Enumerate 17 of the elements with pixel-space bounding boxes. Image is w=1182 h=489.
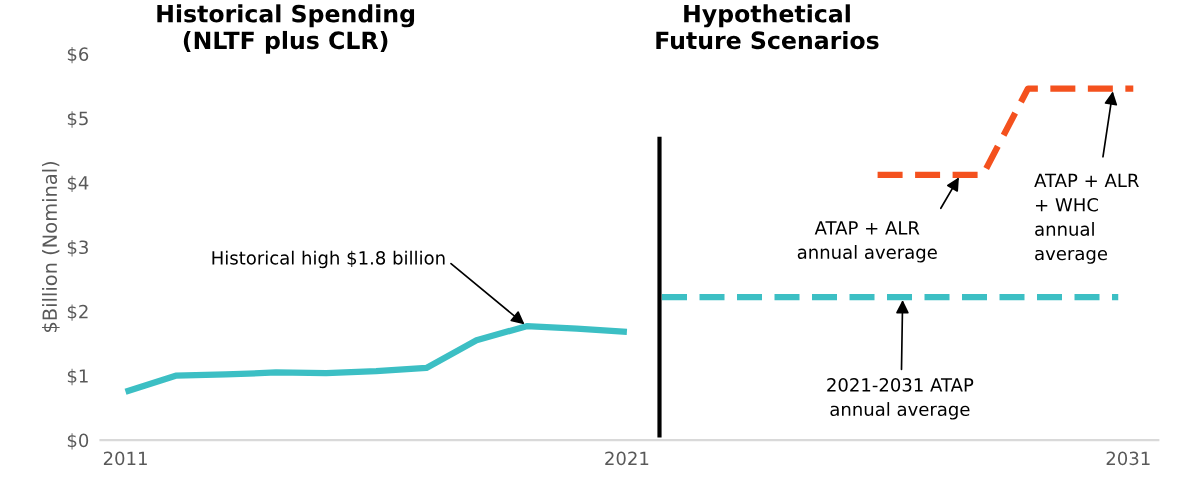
x-tick-label: 2031	[1106, 451, 1150, 466]
x-tick-label: 2021	[605, 451, 649, 466]
annotation: ATAP + ALR annual average	[797, 221, 937, 263]
y-tick-label: $5	[67, 111, 88, 128]
annotation: 2021-2031 ATAP annual average	[827, 378, 974, 420]
y-axis-title: $Billion (Nominal)	[42, 161, 60, 332]
x-tick-label: 2011	[103, 451, 147, 466]
annotation: Historical high $1.8 billion	[212, 250, 445, 269]
y-tick-label: $3	[67, 240, 88, 257]
y-tick-label: $1	[67, 368, 88, 386]
annotation: ATAP + ALR + WHC annual average	[1034, 173, 1139, 264]
y-tick-label: $6	[67, 46, 89, 64]
text: Historical Spending (NLTF plus CLR)	[157, 4, 415, 54]
y-tick-label: $0	[67, 433, 89, 450]
y-tick-label: $2	[67, 304, 88, 321]
y-tick-label: $4	[67, 175, 89, 193]
text: Hypothetical Future Scenarios	[656, 4, 879, 50]
